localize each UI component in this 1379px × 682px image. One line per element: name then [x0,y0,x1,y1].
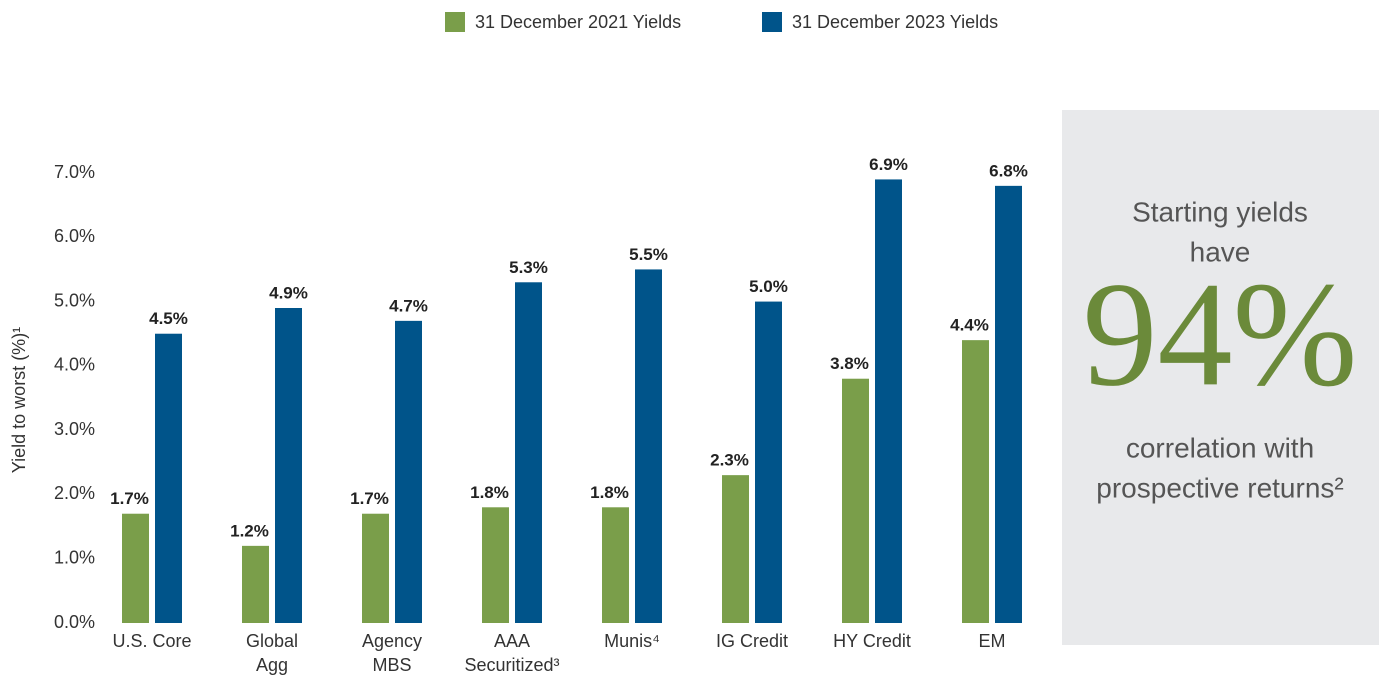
y-tick-label: 2.0% [54,483,95,503]
bar [602,507,629,623]
bar [962,340,989,623]
callout-figure: 94% [1083,251,1358,417]
value-label: 2.3% [710,451,749,470]
bar [875,179,902,623]
bar [362,513,389,623]
bar [995,185,1022,623]
x-tick-label: Munis⁴ [604,631,660,651]
value-label: 4.7% [389,296,428,315]
bar [755,301,782,623]
bar [635,269,662,623]
legend-label: 31 December 2023 Yields [792,12,998,32]
bar [722,475,749,623]
value-label: 1.8% [470,483,509,502]
value-label: 5.3% [509,258,548,277]
bar [155,333,182,623]
x-tick-label: Agency [362,631,422,651]
legend-swatch [445,12,465,32]
value-label: 5.0% [749,277,788,296]
x-tick-label: MBS [372,655,411,675]
value-label: 4.9% [269,283,308,302]
y-tick-label: 0.0% [54,612,95,632]
bar [275,308,302,623]
x-tick-label: EM [979,631,1006,651]
value-label: 4.4% [950,316,989,335]
y-tick-label: 6.0% [54,226,95,246]
callout-text: correlation with [1126,432,1314,463]
legend-swatch [762,12,782,32]
bar [515,282,542,623]
bar [242,545,269,623]
x-tick-label: Agg [256,655,288,675]
value-label: 1.2% [230,521,269,540]
x-tick-label: U.S. Core [112,631,191,651]
x-tick-label: HY Credit [833,631,911,651]
legend-label: 31 December 2021 Yields [475,12,681,32]
callout-text: prospective returns² [1096,472,1343,503]
x-tick-label: Global [246,631,298,651]
callout-text: have [1190,236,1251,267]
callout-text: Starting yields [1132,196,1308,227]
value-label: 4.5% [149,309,188,328]
y-tick-label: 1.0% [54,547,95,567]
y-tick-label: 3.0% [54,419,95,439]
value-label: 3.8% [830,354,869,373]
bar [122,513,149,623]
value-label: 5.5% [629,245,668,264]
bar [842,378,869,623]
bar [482,507,509,623]
value-label: 1.7% [110,489,149,508]
y-axis-label: Yield to worst (%)¹ [9,327,29,473]
callout-panel [1062,110,1379,645]
x-tick-label: AAA [494,631,530,651]
value-label: 1.8% [590,483,629,502]
value-label: 6.8% [989,161,1028,180]
value-label: 6.9% [869,155,908,174]
y-tick-label: 4.0% [54,355,95,375]
x-tick-label: Securitized³ [464,655,559,675]
y-tick-label: 7.0% [54,162,95,182]
y-tick-label: 5.0% [54,290,95,310]
value-label: 1.7% [350,489,389,508]
x-tick-label: IG Credit [716,631,788,651]
bar [395,320,422,623]
